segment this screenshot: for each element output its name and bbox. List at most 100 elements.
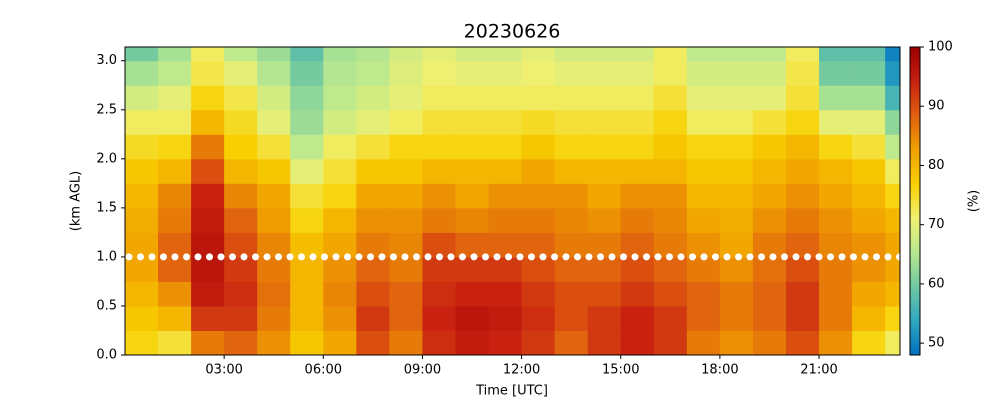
x-tick-label: 18:00 — [701, 363, 738, 378]
cell — [257, 85, 291, 111]
y-axis-label: (km AGL) — [69, 171, 84, 231]
cell — [125, 47, 159, 62]
cell — [455, 232, 490, 258]
cell — [455, 134, 490, 160]
cell — [323, 207, 357, 233]
cell — [422, 183, 456, 209]
cell — [785, 60, 820, 86]
cell — [653, 330, 688, 356]
cell — [257, 305, 291, 331]
cell — [653, 85, 688, 111]
cell — [686, 232, 721, 258]
cell — [785, 158, 820, 184]
cell — [323, 85, 357, 111]
cell — [554, 256, 589, 282]
colorbar-tick-label: 80 — [928, 158, 945, 173]
cell — [158, 256, 192, 282]
cell — [587, 256, 622, 282]
cell — [521, 207, 556, 233]
cell — [323, 330, 357, 356]
cell — [125, 60, 159, 86]
cell — [422, 330, 456, 356]
cell — [389, 232, 423, 258]
cell — [819, 134, 853, 160]
cell — [719, 305, 754, 331]
cell — [521, 256, 556, 282]
cell — [620, 232, 655, 258]
cell — [620, 85, 655, 111]
cell — [224, 158, 258, 184]
cell — [224, 305, 258, 331]
cell — [455, 256, 490, 282]
cell — [752, 60, 787, 86]
cell — [885, 158, 901, 184]
cell — [885, 305, 901, 331]
x-tick-label: 03:00 — [205, 363, 242, 378]
cell — [819, 207, 853, 233]
cell — [323, 183, 357, 209]
cell — [422, 109, 456, 135]
x-tick-label: 15:00 — [602, 363, 639, 378]
cell — [521, 60, 556, 86]
cell — [158, 305, 192, 331]
cell — [323, 305, 357, 331]
cell — [719, 60, 754, 86]
cell — [587, 207, 622, 233]
cell — [224, 134, 258, 160]
cell — [191, 85, 225, 111]
cell — [885, 232, 901, 258]
cell — [554, 330, 589, 356]
cell — [455, 183, 490, 209]
cell — [554, 232, 589, 258]
cell — [587, 85, 622, 111]
cell — [422, 305, 456, 331]
cell — [653, 207, 688, 233]
cell — [785, 183, 820, 209]
plot-frame — [124, 46, 901, 356]
cell — [455, 158, 490, 184]
cell — [191, 109, 225, 135]
cell — [191, 183, 225, 209]
cell — [191, 60, 225, 86]
cell — [356, 109, 390, 135]
cell — [719, 330, 754, 356]
cell — [323, 109, 357, 135]
cell — [224, 281, 258, 307]
cell — [191, 158, 225, 184]
cell — [290, 330, 324, 356]
cell — [620, 207, 655, 233]
cell — [158, 47, 192, 62]
cell — [587, 305, 622, 331]
cell — [356, 183, 390, 209]
cell — [719, 134, 754, 160]
cell — [521, 330, 556, 356]
cell — [125, 256, 159, 282]
cell — [488, 158, 523, 184]
cell — [686, 183, 721, 209]
x-axis-label: Time [UTC] — [475, 384, 548, 399]
cell — [356, 85, 390, 111]
cell — [191, 281, 225, 307]
chart-title: 20230626 — [464, 21, 561, 43]
cell — [356, 158, 390, 184]
cell — [885, 256, 901, 282]
cell — [356, 256, 390, 282]
cell — [719, 109, 754, 135]
cell — [785, 281, 820, 307]
cell — [488, 85, 523, 111]
cell — [290, 281, 324, 307]
cell — [852, 281, 886, 307]
cell — [521, 281, 556, 307]
cell — [290, 207, 324, 233]
cell — [422, 60, 456, 86]
cell — [620, 281, 655, 307]
cell — [819, 256, 853, 282]
cell — [422, 134, 456, 160]
cell — [587, 281, 622, 307]
cell — [356, 330, 390, 356]
cell — [191, 305, 225, 331]
cell — [554, 60, 589, 86]
cell — [323, 158, 357, 184]
cell — [785, 85, 820, 111]
cell — [819, 85, 853, 111]
